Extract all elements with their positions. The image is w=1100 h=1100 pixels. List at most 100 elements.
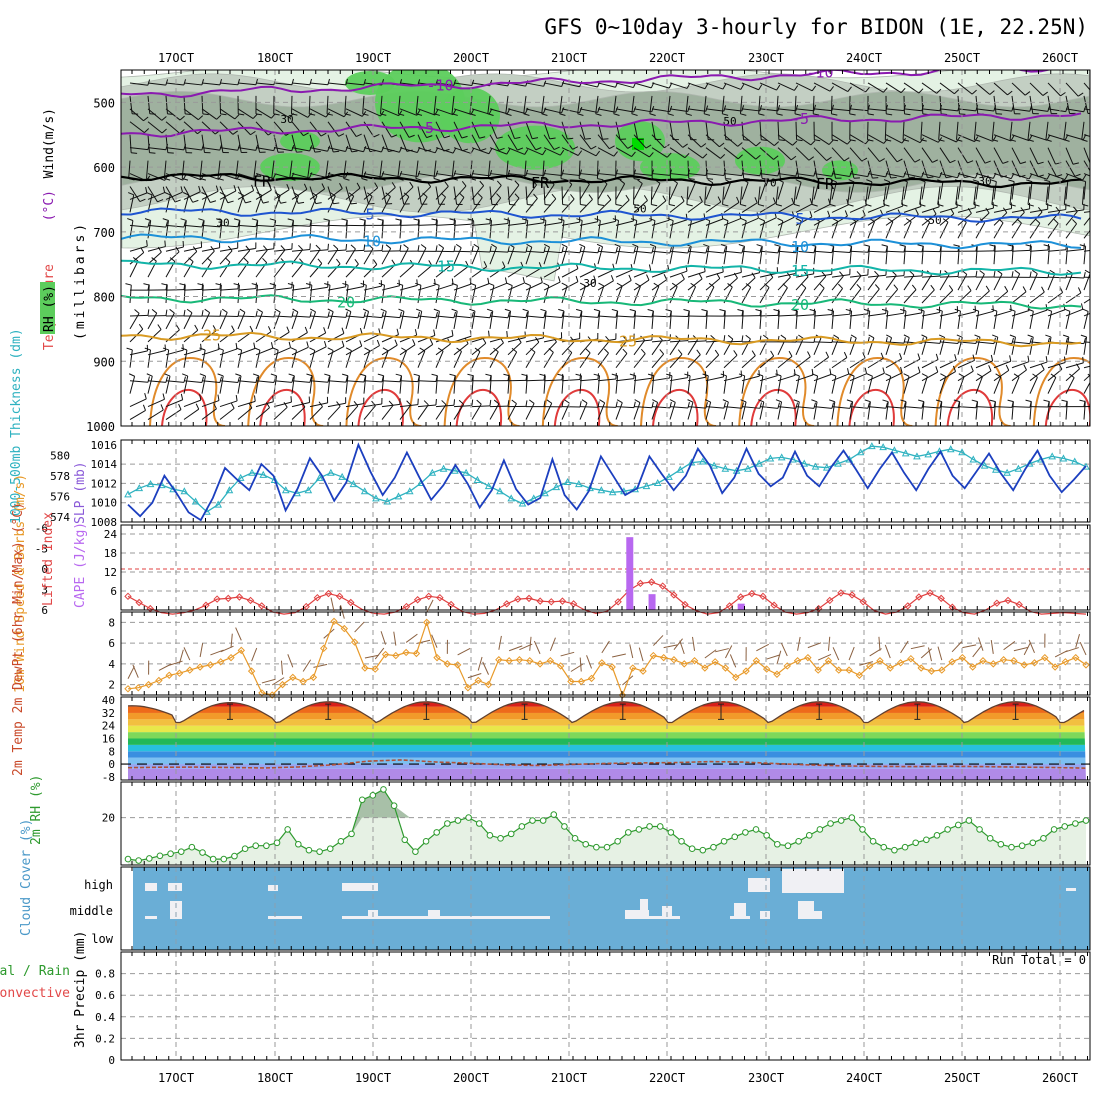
wind-barb-feather — [456, 347, 462, 352]
wind-barb — [543, 220, 547, 239]
wind-barb-feather — [777, 402, 780, 409]
wind-barb-feather — [613, 113, 620, 116]
date-label-bottom: 18OCT — [257, 1071, 293, 1085]
wind-barb-feather — [333, 244, 339, 250]
wind-barb-feather — [764, 283, 770, 288]
wind-barb — [1029, 361, 1048, 369]
wind-barb-feather — [921, 334, 928, 338]
wind-barb-feather — [699, 196, 703, 202]
wind-barb-feather — [139, 198, 146, 203]
wind-barb — [1065, 311, 1071, 330]
wind-barb-feather — [431, 373, 438, 377]
wind10-marker — [742, 667, 750, 675]
wind-barb-feather — [377, 373, 384, 377]
wind-barb — [739, 186, 743, 205]
wind-barb-feather — [144, 347, 151, 351]
wind-barb — [597, 147, 615, 157]
wind-barb — [273, 189, 290, 200]
wind-barb — [777, 203, 794, 213]
rh2m-marker — [369, 792, 377, 799]
wind-barb-feather — [420, 244, 427, 249]
wind10-barb — [302, 659, 312, 672]
wind-barb-feather — [361, 177, 368, 181]
date-label-top: 25OCT — [944, 51, 980, 65]
wind-barb — [435, 220, 438, 239]
wind-barb — [975, 310, 994, 317]
wind-barb-feather — [741, 335, 744, 342]
lifted-index-marker — [937, 594, 945, 603]
wind-barb — [1029, 246, 1032, 265]
wind-barb-feather — [917, 353, 921, 360]
lifted-index-marker — [536, 597, 544, 605]
wind-barb-feather — [237, 376, 240, 383]
wind-barb — [273, 248, 292, 252]
wind-barb-feather — [1014, 269, 1020, 275]
wind-barb — [885, 173, 904, 178]
wind-barb-feather — [684, 373, 691, 377]
wind-barb-feather — [687, 247, 690, 254]
isotherm-label: -5 — [416, 119, 434, 137]
wind-barb-feather — [178, 403, 182, 410]
wind-barb-feather — [833, 334, 839, 339]
wind-barb-feather — [144, 392, 147, 400]
lifted-index-marker — [246, 596, 255, 605]
wind-barb-feather — [417, 311, 420, 318]
wind-barb-feather — [958, 373, 965, 378]
wind-barb-feather — [868, 334, 875, 339]
wind-barb — [597, 220, 601, 239]
cloud-cover-block — [748, 878, 770, 892]
wind-barb — [633, 339, 652, 343]
wind-barb — [795, 273, 814, 278]
wind-barb — [453, 343, 469, 356]
thickness-marker — [315, 473, 324, 481]
date-label-top: 22OCT — [649, 51, 685, 65]
wind-barb-feather — [1079, 399, 1086, 403]
wind10-barb — [498, 635, 502, 650]
wind-barb-feather — [722, 203, 729, 207]
wind-barb — [345, 220, 348, 239]
cloud-cover-block — [342, 916, 550, 919]
wind-barb-feather — [287, 283, 294, 286]
wind-barb-feather — [942, 218, 949, 223]
thickness-marker — [901, 449, 910, 457]
wind-barb — [757, 186, 761, 205]
wind-barb-feather — [1062, 334, 1069, 338]
wind-barb-feather — [886, 334, 892, 339]
temp-minmax-bar — [619, 703, 626, 720]
wind-barb — [489, 285, 495, 304]
wind-barb — [489, 220, 493, 239]
wind-barb-feather — [523, 113, 530, 116]
wind-barb-feather — [303, 132, 309, 137]
wind-barb — [669, 108, 688, 112]
wind10-barb — [679, 640, 685, 655]
wind10-barb — [127, 666, 135, 680]
wind-barb — [1083, 216, 1090, 226]
wind-barb-feather — [232, 130, 238, 135]
wind-barb-feather — [306, 373, 313, 377]
wind-barb — [795, 406, 814, 409]
wind-barb — [415, 95, 419, 114]
wind-barb — [273, 262, 286, 278]
wind-barb — [849, 215, 866, 226]
wind-barb-feather — [597, 106, 601, 113]
wind-barb — [255, 173, 274, 179]
wind-barb — [1011, 160, 1021, 178]
lifted-index-marker — [436, 593, 444, 602]
wind-barb — [579, 221, 598, 226]
wind-barb — [561, 375, 564, 394]
wind10-barb — [199, 643, 204, 658]
wind-barb-feather — [579, 169, 583, 176]
date-label-top: 24OCT — [846, 51, 882, 65]
wind-barb — [831, 160, 837, 179]
wind10-barb — [380, 631, 387, 645]
wind-barb-feather — [579, 401, 582, 408]
rh2m-marker — [1061, 823, 1069, 830]
wind-barb-feather — [838, 283, 843, 289]
wind-barb — [867, 221, 875, 239]
wind-barb — [741, 217, 759, 226]
lifted-index-frame — [120, 524, 1091, 611]
wind-barb-feather — [558, 218, 565, 221]
wind-barb-feather — [795, 104, 799, 111]
wind-barb-feather — [704, 203, 711, 207]
